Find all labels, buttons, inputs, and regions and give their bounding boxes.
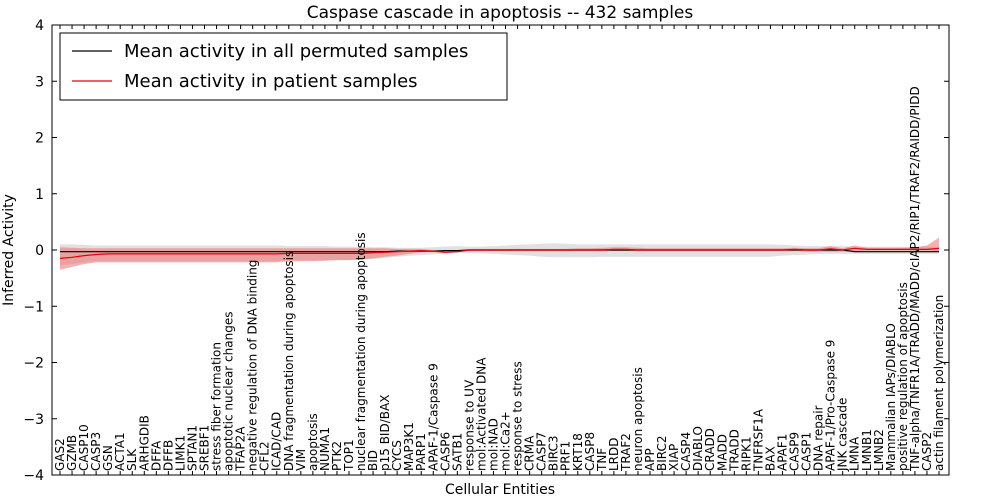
x-tick-label: PTK2	[330, 441, 344, 471]
x-tick-label: neuron apoptosis	[631, 367, 645, 471]
x-tick-label: ICAD/CAD	[270, 412, 284, 471]
y-tick-label: 1	[35, 187, 44, 203]
x-tick-label: SREBF1	[198, 425, 212, 471]
x-tick-label: PARP1	[414, 433, 428, 471]
x-tick-label: GAS2	[53, 438, 67, 471]
x-tick-label: BID	[366, 450, 380, 471]
x-tick-label: nuclear fragmentation during apoptosis	[354, 232, 368, 471]
x-tick-label: DNA repair	[812, 405, 826, 471]
x-tick-label: CASP1	[800, 432, 814, 471]
y-tick-label: 3	[35, 74, 44, 90]
y-axis-label: Inferred Activity	[1, 194, 17, 306]
x-tick-label: RIPK1	[739, 436, 753, 471]
x-tick-label: CASP6	[438, 432, 452, 471]
x-tick-label: APAF1	[776, 434, 790, 471]
legend-box	[59, 32, 508, 101]
legend-label-patient: Mean activity in patient samples	[124, 71, 418, 92]
x-tick-label: TNF	[595, 448, 609, 472]
y-tick-label: −2	[23, 356, 44, 372]
x-tick-label: LMNB2	[872, 429, 886, 471]
x-tick-label: CASP4	[679, 432, 693, 471]
x-tick-label: JNK cascade	[836, 398, 850, 472]
y-axis: −4 −3 −2 −1 0 1 2 3 4	[23, 18, 949, 484]
x-tick-label: CASP10	[77, 424, 91, 471]
x-tick-label: BIRC2	[655, 435, 669, 471]
x-tick-label: p15 BID/BAX	[378, 395, 392, 471]
x-tick-label: CRMA	[523, 435, 537, 471]
x-tick-label: VIM	[294, 449, 308, 471]
x-tick-label: SPTAN1	[186, 425, 200, 471]
x-tick-label: TRAF2	[619, 433, 633, 472]
x-tick-label: CFL2	[258, 441, 272, 471]
band-patient	[60, 237, 939, 270]
x-tick-label: response to UV	[462, 379, 476, 471]
x-tick-label: actin filament polymerization	[932, 295, 946, 471]
x-tick-label: stress fiber formation	[210, 342, 224, 471]
x-tick-label: ARHGDIB	[137, 415, 151, 471]
x-tick-label: PRF1	[559, 441, 573, 471]
x-tick-label: mol:Ca2+	[499, 411, 513, 471]
x-tick-label: APP	[643, 448, 657, 471]
x-tick-label: MAP3K1	[402, 422, 416, 471]
y-tick-label: 2	[35, 131, 44, 147]
x-tick-label: MADD	[715, 434, 729, 471]
x-tick-label: SLK	[125, 448, 139, 471]
x-tick-label: LMNA	[848, 436, 862, 471]
x-tick-label: SATB1	[450, 433, 464, 471]
x-tick-label: GSN	[101, 445, 115, 471]
x-axis: GAS2GZMBCASP10CASP3GSNACTA1SLKARHGDIBDFF…	[53, 25, 946, 475]
x-tick-label: LRDD	[607, 437, 621, 471]
x-tick-label: CASP8	[583, 432, 597, 471]
x-tick-label: TNF-alpha/TNFR1A/TRADD/MADD/cIAP2/RIP1/T…	[908, 86, 922, 472]
x-tick-label: KRT18	[571, 433, 585, 471]
x-tick-label: CASP3	[89, 432, 103, 471]
series-line-patient	[59, 247, 940, 259]
x-tick-label: APAF-1/Caspase 9	[426, 363, 440, 471]
x-tick-label: apoptosis	[306, 413, 320, 471]
x-tick-label: mol:NAD	[487, 418, 501, 471]
x-tick-label: mol:Activated DNA	[474, 357, 488, 471]
x-tick-label: LMNB1	[860, 429, 874, 471]
x-tick-label: GZMB	[65, 435, 79, 471]
chart-title: Caspase cascade in apoptosis -- 432 samp…	[307, 3, 694, 23]
x-tick-label: TRADD	[727, 429, 741, 472]
x-tick-label: TNFRSF1A	[751, 408, 765, 472]
x-tick-label: CASP9	[788, 432, 802, 471]
y-tick-label: −4	[23, 468, 44, 484]
legend: Mean activity in all permuted samples Me…	[59, 32, 508, 101]
y-tick-label: 0	[35, 243, 44, 259]
confidence-bands	[60, 237, 939, 270]
x-tick-label: positive regulation of apoptosis	[896, 282, 910, 471]
x-tick-label: negative regulation of DNA binding	[246, 260, 260, 471]
x-tick-label: NUMA1	[318, 427, 332, 471]
x-axis-label: Cellular Entities	[445, 482, 555, 498]
x-tick-label: DFFA	[149, 440, 163, 471]
x-tick-label: TOP1	[342, 439, 356, 472]
x-tick-label: Mammalian IAPs/DIABLO	[884, 323, 898, 471]
x-tick-label: CASP7	[535, 432, 549, 471]
x-tick-label: CRADD	[703, 428, 717, 471]
x-tick-label: ACTA1	[113, 432, 127, 471]
y-tick-label: −1	[23, 299, 44, 315]
x-tick-label: DNA fragmentation during apoptosis	[282, 251, 296, 471]
x-tick-label: CASP2	[920, 432, 934, 471]
x-tick-label: TFAP2A	[234, 426, 248, 472]
x-tick-label: DFFB	[161, 440, 175, 471]
x-tick-label: CYCS	[390, 440, 404, 471]
y-tick-label: −3	[23, 412, 44, 428]
x-tick-label: DIABLO	[691, 426, 705, 471]
legend-label-permuted: Mean activity in all permuted samples	[124, 41, 468, 62]
x-tick-label: BAX	[763, 446, 777, 471]
series-lines	[59, 247, 940, 259]
x-tick-label: BIRC3	[547, 435, 561, 471]
x-tick-label: LIMK1	[173, 435, 187, 471]
x-tick-label: XIAP	[667, 444, 681, 471]
x-tick-label: response to stress	[511, 361, 525, 471]
y-tick-label: 4	[35, 18, 44, 34]
x-tick-label: apoptotic nuclear changes	[222, 312, 236, 471]
x-tick-label: APAF-1/Pro-Caspase 9	[824, 340, 838, 471]
